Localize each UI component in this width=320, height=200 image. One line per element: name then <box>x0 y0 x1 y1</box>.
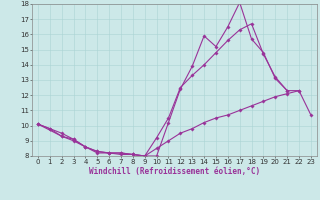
X-axis label: Windchill (Refroidissement éolien,°C): Windchill (Refroidissement éolien,°C) <box>89 167 260 176</box>
